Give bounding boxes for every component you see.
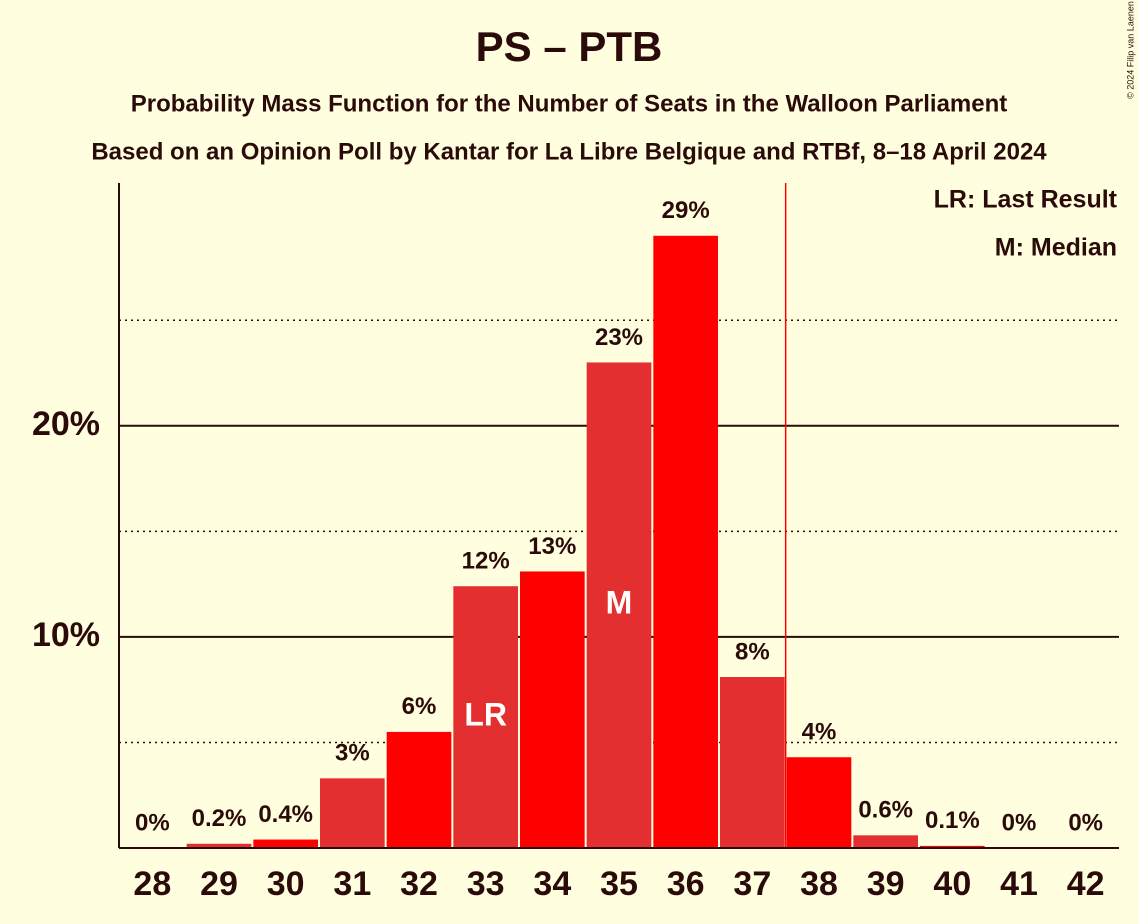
y-tick-label: 20% (32, 405, 100, 443)
x-tick-label: 33 (467, 865, 505, 903)
value-label: 0% (1002, 809, 1037, 836)
copyright: © 2024 Filip van Laenen (1125, 1, 1135, 99)
bar-annotation: LR (464, 697, 507, 733)
x-tick-label: 39 (867, 865, 905, 903)
bar (920, 845, 985, 848)
value-label: 13% (528, 533, 576, 560)
bar-annotation: M (606, 585, 633, 621)
bar (253, 839, 318, 848)
value-label: 4% (802, 719, 837, 746)
bar (386, 731, 452, 848)
value-label: 0.1% (925, 807, 980, 834)
value-label: 0% (1068, 809, 1103, 836)
value-label: 0.2% (192, 805, 247, 832)
value-label: 0.4% (258, 801, 313, 828)
value-label: 3% (335, 740, 370, 767)
x-tick-label: 40 (933, 865, 971, 903)
x-tick-label: 30 (267, 865, 305, 903)
bar (720, 677, 785, 848)
x-tick-label: 42 (1067, 865, 1105, 903)
bar (186, 843, 252, 848)
chart-subtitle: Probability Mass Function for the Number… (131, 90, 1008, 117)
value-label: 6% (402, 693, 437, 720)
x-tick-label: 38 (800, 865, 838, 903)
x-tick-label: 36 (667, 865, 705, 903)
value-label: 0.6% (858, 797, 913, 824)
x-tick-label: 34 (533, 865, 571, 903)
chart-subtitle: Based on an Opinion Poll by Kantar for L… (91, 138, 1047, 165)
bar (786, 757, 852, 848)
bar (653, 235, 718, 848)
x-tick-label: 37 (733, 865, 771, 903)
bar (453, 586, 518, 848)
value-label: 8% (735, 638, 770, 665)
x-tick-label: 35 (600, 865, 638, 903)
legend-note: LR: Last Result (934, 186, 1118, 214)
value-label: 29% (662, 197, 710, 224)
x-tick-label: 41 (1000, 865, 1038, 903)
x-tick-label: 29 (200, 865, 238, 903)
value-label: 0% (135, 809, 170, 836)
bar (853, 835, 918, 848)
x-tick-label: 31 (333, 865, 371, 903)
value-label: 12% (462, 548, 510, 575)
chart-title: PS – PTB (476, 23, 663, 70)
y-tick-label: 10% (32, 616, 100, 654)
x-tick-label: 32 (400, 865, 438, 903)
bar (520, 571, 585, 848)
legend-note: M: Median (995, 234, 1117, 262)
bar (586, 362, 652, 848)
bar (320, 778, 385, 848)
value-label: 23% (595, 324, 643, 351)
x-tick-label: 28 (133, 865, 171, 903)
